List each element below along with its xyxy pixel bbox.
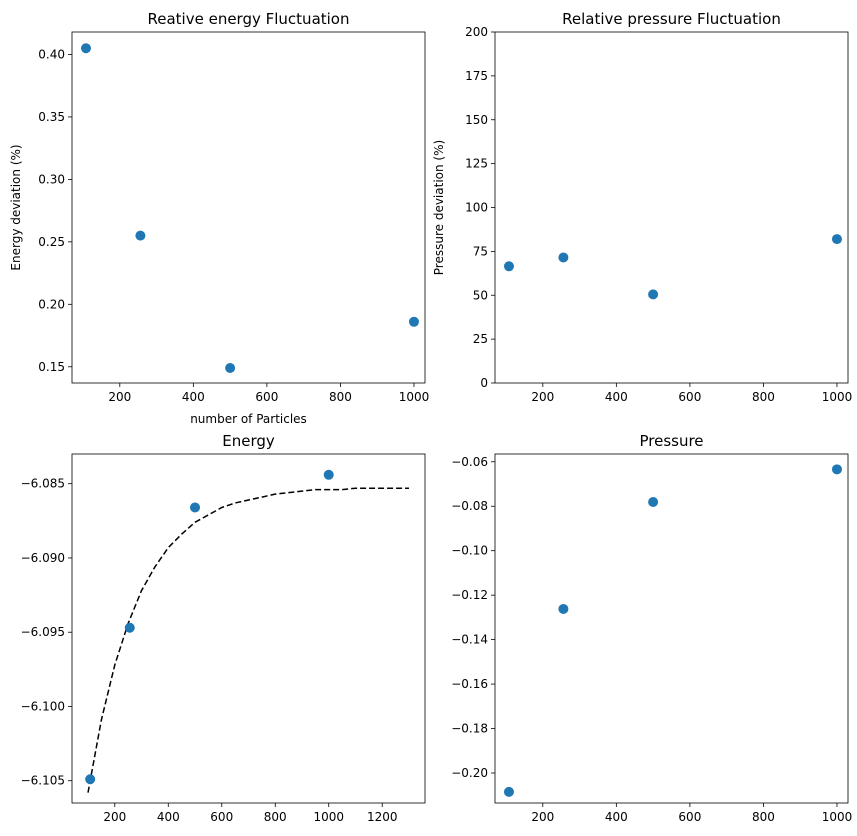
data-point: [831, 234, 842, 245]
x-tick-label: 800: [752, 810, 775, 824]
y-tick-label: 0.30: [38, 172, 65, 186]
data-point: [323, 469, 334, 480]
chart-title: Reative energy Fluctuation: [148, 10, 350, 28]
data-point: [831, 464, 842, 475]
y-tick-label: 100: [465, 201, 488, 215]
plot-frame: [71, 31, 426, 384]
chart-panel-3: 200 400 600 800 1000 1200 −6.105 −6.100 −6.095 −6…: [21, 432, 426, 824]
y-tick-label: 150: [465, 113, 488, 127]
x-tick-label: 800: [264, 810, 287, 824]
data-point: [124, 622, 135, 633]
y-tick-label: −0.08: [451, 499, 488, 513]
x-axis-label: number of Particles: [190, 412, 307, 426]
x-tick-label: 200: [103, 810, 126, 824]
chart-title: Pressure: [639, 432, 703, 450]
y-tick-label: −6.105: [21, 774, 65, 788]
y-tick-label: 75: [473, 244, 488, 258]
x-tick-label: 800: [329, 390, 352, 404]
y-tick-label: 0.15: [38, 360, 65, 374]
data-point: [85, 774, 96, 785]
y-tick-label: −6.095: [21, 625, 65, 639]
y-tick-label: 0.20: [38, 297, 65, 311]
x-tick-label: 200: [531, 810, 554, 824]
x-tick-label: 600: [255, 390, 278, 404]
y-tick-label: −0.14: [451, 633, 488, 647]
chart-panel-1: 200 400 600 800 1000 0.15 0.20 0.25 0.30 0.35 0.40…: [9, 10, 429, 426]
plot-frame: [494, 453, 849, 804]
chart-title: Energy: [222, 432, 275, 450]
x-tick-label: 1000: [822, 390, 853, 404]
x-tick-label: 200: [531, 390, 554, 404]
y-tick-label: 0.40: [38, 47, 65, 61]
x-tick-label: 400: [605, 390, 628, 404]
x-tick-label: 400: [605, 810, 628, 824]
y-axis-label: Energy deviation (%): [9, 144, 23, 270]
plot-frame: [494, 31, 849, 384]
y-tick-label: 125: [465, 157, 488, 171]
y-tick-label: −0.18: [451, 722, 488, 736]
data-point: [558, 252, 569, 263]
y-tick-label: 50: [473, 288, 488, 302]
y-tick-label: 0.25: [38, 235, 65, 249]
y-tick-label: 25: [473, 332, 488, 346]
y-tick-label: −0.10: [451, 544, 488, 558]
y-axis-label: Pressure deviation (%): [432, 140, 446, 275]
x-tick-label: 200: [108, 390, 131, 404]
y-tick-label: −0.20: [451, 766, 488, 780]
chart-title: Relative pressure Fluctuation: [562, 10, 781, 28]
y-tick-label: 200: [465, 25, 488, 39]
x-tick-label: 1000: [399, 390, 430, 404]
x-tick-label: 1000: [822, 810, 853, 824]
x-tick-label: 400: [157, 810, 180, 824]
data-point: [503, 261, 514, 272]
y-tick-label: 0: [480, 376, 488, 390]
data-point: [648, 289, 659, 300]
data-point: [558, 603, 569, 614]
x-tick-label: 600: [678, 810, 701, 824]
data-point: [135, 230, 146, 241]
data-point: [648, 497, 659, 508]
y-tick-label: −6.100: [21, 699, 65, 713]
y-tick-label: −0.16: [451, 677, 488, 691]
data-point: [80, 43, 91, 54]
plot-frame: [71, 453, 426, 804]
data-point: [503, 786, 514, 797]
y-tick-label: −6.090: [21, 551, 65, 565]
x-tick-label: 600: [210, 810, 233, 824]
fit-curve: [87, 487, 409, 793]
y-tick-label: −6.085: [21, 477, 65, 491]
chart-panel-2: 200 400 600 800 1000 0 25 50 75 100 125 150 175 200 Re…: [432, 10, 852, 404]
y-tick-label: 0.35: [38, 110, 65, 124]
chart-panel-4: 200 400 600 800 1000 −0.20 −0.18 −0.16 −0.14 −0.1…: [451, 432, 852, 824]
y-tick-label: −0.06: [451, 455, 488, 469]
y-tick-label: 175: [465, 69, 488, 83]
x-tick-label: 800: [752, 390, 775, 404]
data-point: [225, 363, 236, 374]
y-tick-label: −0.12: [451, 588, 488, 602]
data-point: [190, 502, 201, 513]
x-tick-label: 600: [678, 390, 701, 404]
x-tick-label: 400: [182, 390, 205, 404]
x-tick-label: 1200: [367, 810, 398, 824]
x-tick-label: 1000: [313, 810, 344, 824]
data-point: [408, 316, 419, 327]
